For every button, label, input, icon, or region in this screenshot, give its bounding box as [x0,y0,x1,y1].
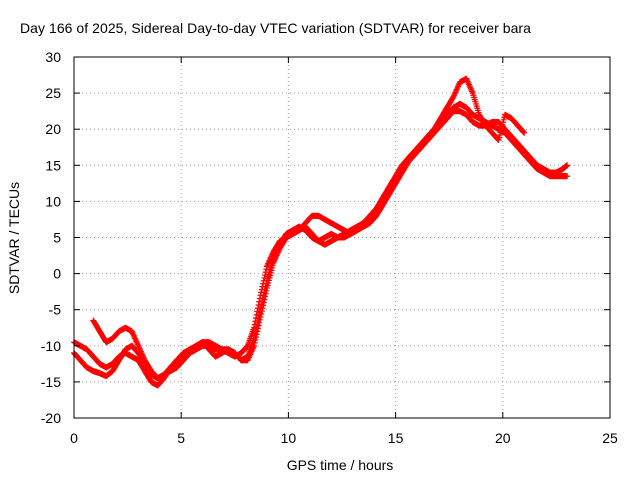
data-points [71,75,571,389]
data-point [254,328,261,335]
data-point [520,129,527,136]
data-point [258,308,265,315]
data-point [253,334,260,341]
data-point [564,162,571,169]
data-point [263,287,270,294]
data-point [258,289,265,296]
y-tick-label: 25 [45,85,61,101]
data-point [263,266,270,273]
series-track-c [90,75,528,382]
y-tick-label: 20 [45,121,61,137]
chart-title: Day 166 of 2025, Sidereal Day-to-day VTE… [20,20,531,36]
series-track-b [71,108,571,389]
data-point [258,311,265,318]
data-point [256,316,263,323]
y-tick-label: -5 [49,302,62,318]
data-point [262,290,269,297]
y-tick-label: 5 [53,230,61,246]
y-tick-label: 15 [45,157,61,173]
data-point [259,305,266,312]
x-tick-label: 5 [177,430,185,446]
data-point [251,342,258,349]
data-point [262,272,269,279]
y-tick-labels: -20 -15 -10 -5 0 5 10 15 20 25 30 [41,49,61,426]
data-point [254,325,261,332]
x-tick-label: 0 [70,430,78,446]
data-point [259,283,266,290]
data-point [261,274,268,281]
y-tick-label: 30 [45,49,61,65]
x-tick-labels: 0 5 10 15 20 25 [70,430,618,446]
data-point [257,292,264,299]
x-tick-label: 20 [495,430,511,446]
data-point [256,319,263,326]
data-point [253,311,260,318]
y-tick-label: -20 [41,410,61,426]
data-point [260,302,267,309]
y-axis-label: SDTVAR / TECUs [6,181,22,295]
data-point [564,173,571,180]
y-tick-label: 0 [53,266,61,282]
x-tick-label: 25 [602,430,618,446]
data-point [257,313,264,320]
data-point [252,318,259,325]
x-axis-label: GPS time / hours [286,457,394,473]
data-point [260,299,267,306]
data-point [255,322,262,329]
x-tick-label: 10 [281,430,297,446]
data-point [251,324,258,331]
y-tick-label: -10 [41,338,61,354]
data-point [256,298,263,305]
y-tick-label: 10 [45,193,61,209]
x-tick-label: 15 [388,430,404,446]
y-tick-label: -15 [41,374,61,390]
data-point [260,280,267,287]
data-point [253,315,260,322]
data-point [251,339,258,346]
data-point [261,296,268,303]
data-point [253,331,260,338]
data-point [252,337,259,344]
data-point [260,277,267,284]
data-point [258,286,265,293]
data-point [262,293,269,300]
axis-ticks [73,56,611,419]
data-point [256,295,263,302]
data-point [251,321,258,328]
data-point [521,129,528,136]
data-point [262,269,269,276]
